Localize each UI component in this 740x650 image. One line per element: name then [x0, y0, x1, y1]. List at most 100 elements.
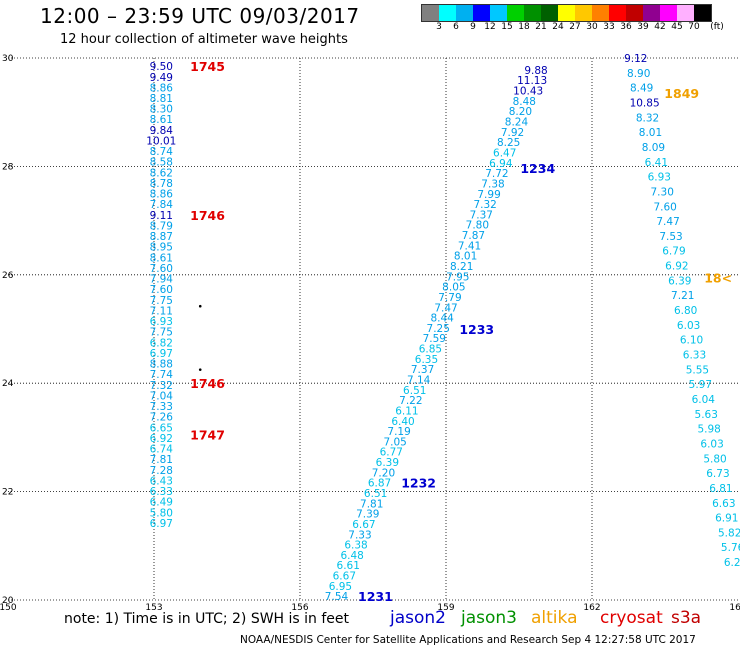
wave-height-value: 8.05: [442, 282, 465, 294]
x-tick-label: 153: [145, 603, 162, 613]
wave-height-value: 10.85: [630, 97, 660, 109]
pass-time-label: 1746: [190, 208, 225, 223]
wave-height-value: 6.49: [150, 497, 173, 509]
wave-height-value: 7.30: [651, 186, 674, 198]
wave-height-value: 8.49: [630, 83, 653, 95]
wave-height-value: 8.79: [150, 220, 173, 232]
wave-height-value: 7.38: [481, 178, 504, 190]
colorbar-tick-label: 3: [436, 22, 442, 32]
wave-height-value: 7.81: [360, 498, 383, 510]
wave-height-value: 6.10: [680, 335, 703, 347]
wave-height-value: 6.80: [674, 305, 697, 317]
colorbar-swatch: [609, 5, 626, 21]
wave-height-value: 7.60: [150, 284, 173, 296]
wave-height-value: 5.55: [686, 364, 709, 376]
wave-height-value: 10.43: [513, 86, 543, 98]
wave-height-value: 7.39: [356, 509, 379, 521]
wave-height-value: 7.54: [325, 591, 349, 603]
y-tick-label: 22: [2, 488, 13, 498]
footnote: note: 1) Time is in UTC; 2) SWH is in fe…: [64, 611, 350, 627]
wave-height-value: 6.20: [724, 557, 740, 569]
wave-height-value: 7.72: [485, 168, 508, 180]
wave-height-value: 9.84: [150, 125, 174, 137]
wave-height-value: 6.48: [340, 550, 363, 562]
wave-height-value: 7.37: [470, 209, 493, 221]
map-axis-labels: 150 153 156 159 162 165 20 22 24 26 28 30: [0, 54, 740, 613]
wave-height-value: 8.78: [150, 178, 173, 190]
colorbar-swatch: [626, 5, 643, 21]
wave-height-value: 6.51: [364, 488, 387, 500]
wave-height-value: 5.98: [697, 424, 720, 436]
wave-height-value: 6.43: [150, 475, 173, 487]
wave-height-value: 6.93: [150, 316, 173, 328]
y-tick-label: 20: [2, 596, 14, 606]
wave-height-value: 8.30: [150, 104, 173, 116]
wave-height-value: 6.40: [391, 416, 414, 428]
wave-height-value: 7.53: [659, 231, 682, 243]
legend-jason3: jason3: [461, 608, 517, 628]
colorbar-tick-label: 9: [470, 22, 476, 32]
wave-height-value: 6.93: [648, 172, 671, 184]
colorbar-swatch: [524, 5, 541, 21]
x-tick-label: 165: [729, 603, 740, 613]
wave-height-value: 5.97: [689, 379, 712, 391]
credit-line: NOAA/NESDIS Center for Satellite Applica…: [240, 634, 696, 646]
colorbar-swatch: [694, 5, 711, 21]
wave-height-value: 8.21: [450, 261, 473, 273]
legend-altika: altika: [531, 608, 578, 628]
wave-height-value: 11.13: [517, 75, 547, 87]
wave-height-value: 6.73: [706, 468, 729, 480]
wave-height-value: 5.82: [718, 527, 740, 539]
wave-height-value: 7.19: [387, 426, 410, 438]
colorbar-tick-label: 18: [518, 22, 530, 32]
x-tick-label: 162: [583, 603, 600, 613]
wave-height-value: 6.04: [692, 394, 716, 406]
wave-height-value: 7.47: [434, 302, 457, 314]
wave-height-value: 7.47: [656, 216, 679, 228]
wave-height-value: 7.81: [150, 454, 173, 466]
wave-height-value: 7.04: [150, 390, 174, 402]
wave-height-value: 5.76: [721, 542, 740, 554]
pass-time-label: 1234: [520, 161, 555, 176]
colorbar-tick-label: 12: [484, 22, 496, 32]
wave-height-value: 6.41: [645, 157, 668, 169]
wave-height-value: 9.50: [150, 61, 173, 73]
wave-height-value: 7.32: [473, 199, 496, 211]
wave-height-value: 7.75: [150, 295, 173, 307]
wave-height-value: 9.12: [624, 53, 647, 65]
wave-height-value: 6.63: [712, 498, 735, 510]
wave-height-value: 9.11: [150, 210, 173, 222]
wave-height-value: 6.67: [352, 519, 375, 531]
wave-height-value: 8.44: [430, 313, 454, 325]
colorbar-swatch: [643, 5, 660, 21]
wave-height-value: 8.01: [454, 251, 477, 263]
wave-height-value: 8.25: [497, 137, 520, 149]
wave-height-value: 7.21: [671, 290, 694, 302]
wave-height-value: 6.85: [419, 344, 442, 356]
y-tick-label: 28: [2, 162, 14, 172]
wave-height-value: 6.92: [150, 433, 173, 445]
wave-height-value: 6.47: [493, 147, 516, 159]
wave-height-value: 8.62: [150, 167, 173, 179]
colorbar-tick-label: 45: [671, 22, 683, 32]
pass-time-label: 18<: [704, 271, 732, 286]
colorbar-swatch: [422, 5, 439, 21]
colorbar-labels: 3 6 9 12 15 18 21 24 27 30 33 36 39 42 45 70 (ft): [421, 22, 740, 34]
pass-time-label: 1232: [401, 475, 436, 490]
colorbar-swatch: [473, 5, 490, 21]
pass-time-label: 1745: [190, 59, 225, 74]
wave-height-value: 7.37: [411, 364, 434, 376]
wave-height-value: 7.95: [446, 271, 469, 283]
wave-height-value: 7.74: [150, 369, 174, 381]
wave-height-value: 7.14: [407, 375, 431, 387]
wave-height-value: 8.86: [150, 189, 174, 201]
wave-height-value: 7.94: [150, 274, 174, 286]
wave-height-value: 5.80: [150, 507, 173, 519]
wave-height-value: 7.20: [372, 467, 395, 479]
legend-jason2: jason2: [390, 608, 446, 628]
wave-height-value: 6.74: [150, 444, 174, 456]
wave-height-value: 7.59: [423, 333, 446, 345]
wave-height-value: 6.51: [403, 385, 426, 397]
track-altika: 9.12 8.90 8.49 10.85 8.32 8.01 8.09 6.41 6.93 7.3…: [624, 53, 740, 569]
